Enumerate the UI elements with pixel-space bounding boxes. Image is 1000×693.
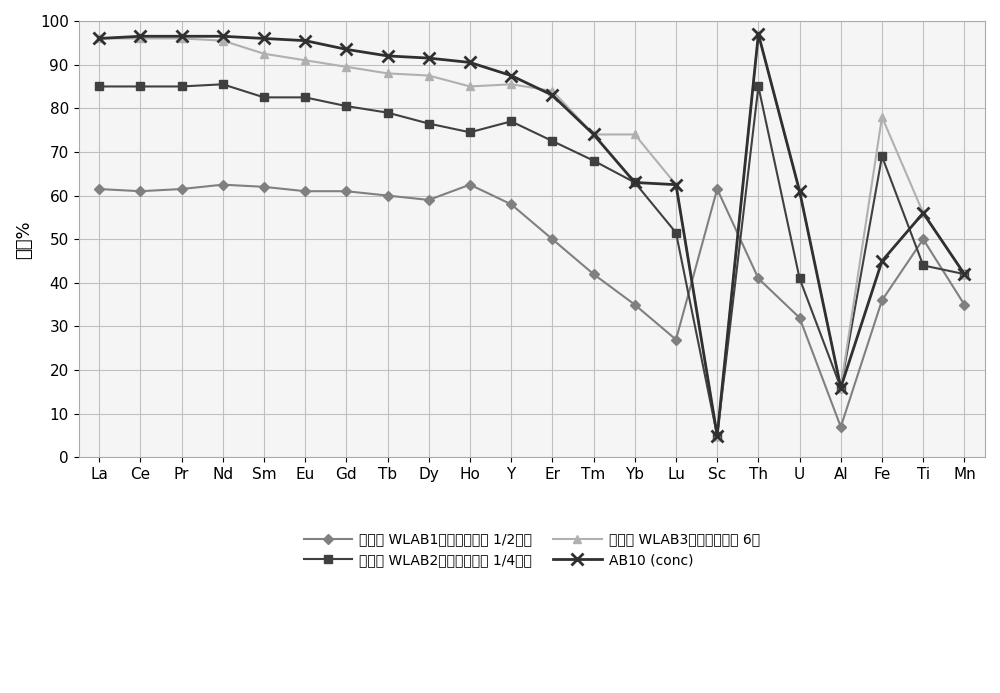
测试： WLAB3，粉碎尺寸： 6目 bbox=[176, 34, 188, 42]
测试： WLAB1，粉碎尺寸： 1/2英寸 bbox=[629, 301, 641, 309]
AB10 (conc) bbox=[876, 257, 888, 265]
测试： WLAB3，粉碎尺寸： 6目 bbox=[93, 34, 105, 42]
测试： WLAB1，粉碎尺寸： 1/2英寸 bbox=[464, 180, 476, 188]
Y-axis label: 提取%: 提取% bbox=[15, 220, 33, 258]
AB10 (conc) bbox=[176, 32, 188, 40]
Line: 测试： WLAB1，粉碎尺寸： 1/2英寸: 测试： WLAB1，粉碎尺寸： 1/2英寸 bbox=[96, 181, 968, 430]
测试： WLAB2，粉碎尺寸： 1/4英寸 bbox=[93, 82, 105, 91]
AB10 (conc) bbox=[711, 432, 723, 440]
测试： WLAB2，粉碎尺寸： 1/4英寸 bbox=[752, 82, 764, 91]
AB10 (conc) bbox=[464, 58, 476, 67]
AB10 (conc) bbox=[958, 270, 970, 279]
测试： WLAB1，粉碎尺寸： 1/2英寸 bbox=[876, 296, 888, 304]
测试： WLAB1，粉碎尺寸： 1/2英寸 bbox=[752, 274, 764, 283]
测试： WLAB3，粉碎尺寸： 6目 bbox=[917, 209, 929, 217]
AB10 (conc) bbox=[217, 32, 229, 40]
测试： WLAB3，粉碎尺寸： 6目 bbox=[958, 270, 970, 279]
AB10 (conc) bbox=[299, 37, 311, 45]
测试： WLAB1，粉碎尺寸： 1/2英寸 bbox=[670, 335, 682, 344]
AB10 (conc) bbox=[629, 178, 641, 186]
AB10 (conc) bbox=[588, 130, 600, 139]
测试： WLAB1，粉碎尺寸： 1/2英寸 bbox=[958, 301, 970, 309]
AB10 (conc) bbox=[423, 54, 435, 62]
测试： WLAB1，粉碎尺寸： 1/2英寸 bbox=[711, 185, 723, 193]
测试： WLAB1，粉碎尺寸： 1/2英寸 bbox=[794, 314, 806, 322]
AB10 (conc) bbox=[670, 180, 682, 188]
测试： WLAB1，粉碎尺寸： 1/2英寸 bbox=[423, 196, 435, 204]
测试： WLAB2，粉碎尺寸： 1/4英寸 bbox=[423, 119, 435, 128]
AB10 (conc) bbox=[340, 45, 352, 53]
测试： WLAB2，粉碎尺寸： 1/4英寸 bbox=[794, 274, 806, 283]
测试： WLAB3，粉碎尺寸： 6目 bbox=[546, 87, 558, 95]
测试： WLAB2，粉碎尺寸： 1/4英寸 bbox=[299, 94, 311, 102]
测试： WLAB2，粉碎尺寸： 1/4英寸 bbox=[835, 383, 847, 392]
测试： WLAB2，粉碎尺寸： 1/4英寸 bbox=[505, 117, 517, 125]
测试： WLAB1，粉碎尺寸： 1/2英寸 bbox=[258, 183, 270, 191]
测试： WLAB2，粉碎尺寸： 1/4英寸 bbox=[917, 261, 929, 270]
测试： WLAB3，粉碎尺寸： 6目 bbox=[299, 56, 311, 64]
AB10 (conc) bbox=[382, 52, 394, 60]
测试： WLAB1，粉碎尺寸： 1/2英寸 bbox=[382, 191, 394, 200]
测试： WLAB1，粉碎尺寸： 1/2英寸 bbox=[340, 187, 352, 195]
测试： WLAB2，粉碎尺寸： 1/4英寸 bbox=[588, 157, 600, 165]
AB10 (conc) bbox=[258, 34, 270, 42]
测试： WLAB3，粉碎尺寸： 6目 bbox=[835, 383, 847, 392]
测试： WLAB1，粉碎尺寸： 1/2英寸 bbox=[505, 200, 517, 209]
AB10 (conc) bbox=[505, 71, 517, 80]
AB10 (conc) bbox=[835, 383, 847, 392]
Legend: 测试： WLAB1，粉碎尺寸： 1/2英寸, 测试： WLAB2，粉碎尺寸： 1/4英寸, 测试： WLAB3，粉碎尺寸： 6目, AB10 (conc): 测试： WLAB1，粉碎尺寸： 1/2英寸, 测试： WLAB2，粉碎尺寸： 1… bbox=[297, 525, 767, 574]
测试： WLAB2，粉碎尺寸： 1/4英寸 bbox=[176, 82, 188, 91]
测试： WLAB2，粉碎尺寸： 1/4英寸 bbox=[958, 270, 970, 279]
测试： WLAB3，粉碎尺寸： 6目 bbox=[464, 82, 476, 91]
测试： WLAB3，粉碎尺寸： 6目 bbox=[794, 187, 806, 195]
AB10 (conc) bbox=[917, 209, 929, 217]
测试： WLAB1，粉碎尺寸： 1/2英寸 bbox=[217, 180, 229, 188]
测试： WLAB1，粉碎尺寸： 1/2英寸 bbox=[134, 187, 146, 195]
测试： WLAB3，粉碎尺寸： 6目 bbox=[217, 37, 229, 45]
AB10 (conc) bbox=[93, 34, 105, 42]
测试： WLAB2，粉碎尺寸： 1/4英寸 bbox=[670, 229, 682, 237]
Line: 测试： WLAB3，粉碎尺寸： 6目: 测试： WLAB3，粉碎尺寸： 6目 bbox=[95, 30, 969, 440]
测试： WLAB3，粉碎尺寸： 6目 bbox=[505, 80, 517, 89]
测试： WLAB3，粉碎尺寸： 6目 bbox=[752, 30, 764, 38]
测试： WLAB2，粉碎尺寸： 1/4英寸 bbox=[629, 178, 641, 186]
测试： WLAB1，粉碎尺寸： 1/2英寸 bbox=[299, 187, 311, 195]
测试： WLAB3，粉碎尺寸： 6目 bbox=[876, 113, 888, 121]
测试： WLAB2，粉碎尺寸： 1/4英寸 bbox=[217, 80, 229, 89]
测试： WLAB2，粉碎尺寸： 1/4英寸 bbox=[382, 109, 394, 117]
测试： WLAB1，粉碎尺寸： 1/2英寸 bbox=[546, 235, 558, 243]
测试： WLAB2，粉碎尺寸： 1/4英寸 bbox=[546, 137, 558, 145]
测试： WLAB1，粉碎尺寸： 1/2英寸 bbox=[835, 423, 847, 431]
测试： WLAB3，粉碎尺寸： 6目 bbox=[340, 62, 352, 71]
测试： WLAB2，粉碎尺寸： 1/4英寸 bbox=[134, 82, 146, 91]
测试： WLAB1，粉碎尺寸： 1/2英寸 bbox=[176, 185, 188, 193]
测试： WLAB3，粉碎尺寸： 6目 bbox=[629, 130, 641, 139]
测试： WLAB3，粉碎尺寸： 6目 bbox=[258, 50, 270, 58]
测试： WLAB3，粉碎尺寸： 6目 bbox=[588, 130, 600, 139]
测试： WLAB2，粉碎尺寸： 1/4英寸 bbox=[711, 432, 723, 440]
测试： WLAB2，粉碎尺寸： 1/4英寸 bbox=[340, 102, 352, 110]
测试： WLAB3，粉碎尺寸： 6目 bbox=[134, 34, 146, 42]
AB10 (conc) bbox=[794, 187, 806, 195]
Line: 测试： WLAB2，粉碎尺寸： 1/4英寸: 测试： WLAB2，粉碎尺寸： 1/4英寸 bbox=[95, 80, 969, 440]
测试： WLAB1，粉碎尺寸： 1/2英寸 bbox=[917, 235, 929, 243]
AB10 (conc) bbox=[546, 91, 558, 99]
测试： WLAB3，粉碎尺寸： 6目 bbox=[711, 432, 723, 440]
AB10 (conc) bbox=[134, 32, 146, 40]
测试： WLAB3，粉碎尺寸： 6目 bbox=[382, 69, 394, 78]
测试： WLAB3，粉碎尺寸： 6目 bbox=[670, 180, 682, 188]
Line: AB10 (conc): AB10 (conc) bbox=[94, 28, 970, 441]
AB10 (conc) bbox=[752, 30, 764, 38]
测试： WLAB3，粉碎尺寸： 6目 bbox=[423, 71, 435, 80]
测试： WLAB1，粉碎尺寸： 1/2英寸 bbox=[93, 185, 105, 193]
测试： WLAB2，粉碎尺寸： 1/4英寸 bbox=[876, 152, 888, 161]
测试： WLAB2，粉碎尺寸： 1/4英寸 bbox=[464, 128, 476, 137]
测试： WLAB2，粉碎尺寸： 1/4英寸 bbox=[258, 94, 270, 102]
测试： WLAB1，粉碎尺寸： 1/2英寸 bbox=[588, 270, 600, 279]
